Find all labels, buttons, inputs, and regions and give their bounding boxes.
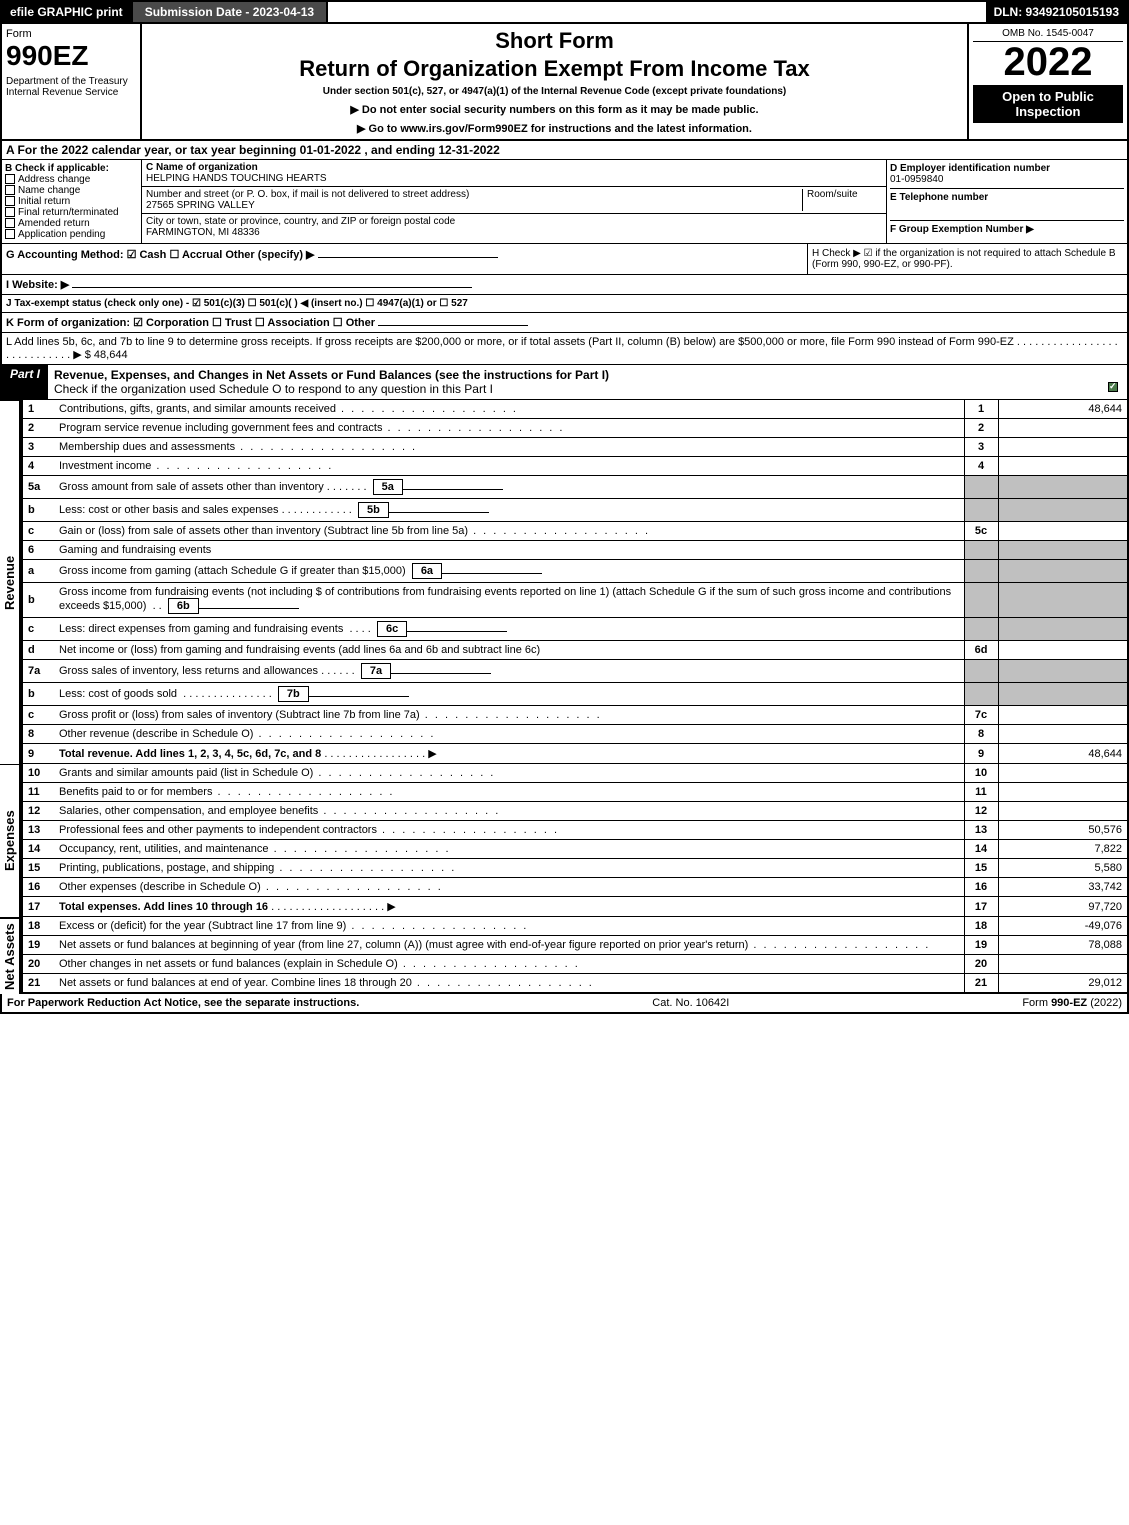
- city-label: City or town, state or province, country…: [146, 216, 455, 227]
- street-label: Number and street (or P. O. box, if mail…: [146, 189, 469, 200]
- part-i-check: Check if the organization used Schedule …: [54, 382, 493, 396]
- revenue-table: 1Contributions, gifts, grants, and simil…: [21, 400, 1129, 764]
- net-assets-table: 18Excess or (deficit) for the year (Subt…: [21, 917, 1129, 994]
- checkbox-address-change[interactable]: Address change: [5, 174, 138, 185]
- dln: DLN: 93492105015193: [986, 2, 1127, 22]
- footer-center: Cat. No. 10642I: [652, 997, 729, 1009]
- department: Department of the Treasury Internal Reve…: [6, 76, 136, 98]
- section-i: I Website: ▶: [6, 279, 69, 291]
- name-label: C Name of organization: [146, 162, 258, 173]
- tax-year: 2022: [973, 42, 1123, 82]
- net-assets-label: Net Assets: [0, 917, 21, 994]
- open-to-public: Open to Public Inspection: [973, 85, 1123, 123]
- under-section: Under section 501(c), 527, or 4947(a)(1)…: [150, 86, 959, 97]
- section-l: L Add lines 5b, 6c, and 7b to line 9 to …: [0, 333, 1129, 365]
- revenue-label: Revenue: [0, 400, 21, 764]
- city: FARMINGTON, MI 48336: [146, 227, 260, 238]
- no-ssn-line: ▶ Do not enter social security numbers o…: [150, 103, 959, 116]
- street: 27565 SPRING VALLEY: [146, 200, 255, 211]
- section-h: H Check ▶ ☑ if the organization is not r…: [807, 244, 1127, 274]
- footer-right: Form 990-EZ (2022): [1022, 997, 1122, 1009]
- checkbox-initial-return[interactable]: Initial return: [5, 196, 138, 207]
- footer-left: For Paperwork Reduction Act Notice, see …: [7, 997, 359, 1009]
- part-i-title: Revenue, Expenses, and Changes in Net As…: [54, 368, 609, 382]
- expenses-label: Expenses: [0, 764, 21, 917]
- room-label: Room/suite: [807, 189, 858, 200]
- form-label: Form: [6, 28, 136, 40]
- efile-label: efile GRAPHIC print: [2, 2, 133, 22]
- group-label: F Group Exemption Number ▶: [890, 220, 1124, 235]
- ein-label: D Employer identification number: [890, 163, 1124, 174]
- expenses-table: 10Grants and similar amounts paid (list …: [21, 764, 1129, 917]
- short-form-title: Short Form: [150, 28, 959, 54]
- part-i-checkbox[interactable]: [1108, 382, 1118, 392]
- section-j: J Tax-exempt status (check only one) - ☑…: [6, 298, 468, 309]
- section-a: A For the 2022 calendar year, or tax yea…: [0, 141, 1129, 160]
- section-k: K Form of organization: ☑ Corporation ☐ …: [6, 317, 375, 329]
- tel-label: E Telephone number: [890, 188, 1124, 203]
- part-i-label: Part I: [2, 365, 48, 399]
- section-b-label: B Check if applicable:: [5, 163, 138, 174]
- checkbox-final-return[interactable]: Final return/terminated: [5, 207, 138, 218]
- checkbox-name-change[interactable]: Name change: [5, 185, 138, 196]
- section-g: G Accounting Method: ☑ Cash ☐ Accrual Ot…: [6, 249, 315, 261]
- ein: 01-0959840: [890, 174, 1124, 185]
- goto-line: ▶ Go to www.irs.gov/Form990EZ for instru…: [150, 122, 959, 135]
- checkbox-amended-return[interactable]: Amended return: [5, 218, 138, 229]
- org-name: HELPING HANDS TOUCHING HEARTS: [146, 173, 327, 184]
- form-number: 990EZ: [6, 40, 136, 72]
- submission-date: Submission Date - 2023-04-13: [133, 2, 328, 22]
- main-title: Return of Organization Exempt From Incom…: [150, 56, 959, 82]
- checkbox-application-pending[interactable]: Application pending: [5, 229, 138, 240]
